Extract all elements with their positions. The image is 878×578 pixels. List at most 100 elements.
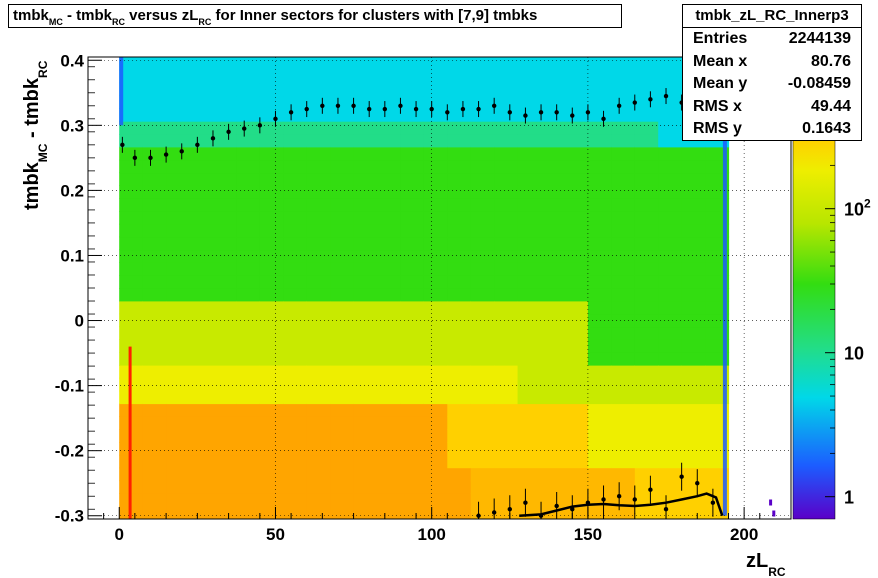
heatmap-cell (166, 339, 191, 353)
heatmap-cell (541, 493, 565, 507)
heatmap-cell (213, 69, 237, 84)
heatmap-cell (681, 288, 706, 302)
heatmap-cell (213, 134, 237, 148)
heatmap-cell (142, 236, 167, 251)
heatmap-cell (494, 159, 519, 174)
heatmap-cell (470, 108, 495, 122)
heatmap-cell (447, 365, 472, 379)
heatmap-cell (494, 146, 519, 161)
heatmap-cell (400, 442, 425, 456)
heatmap-cell (423, 275, 448, 289)
heatmap-cell (166, 467, 191, 482)
heatmap-cell (166, 454, 191, 469)
heatmap-cell (259, 339, 284, 353)
profile-upper-point (413, 106, 419, 112)
heatmap-cells (119, 57, 776, 519)
profile-upper-point (570, 113, 575, 118)
heatmap-cell (330, 352, 355, 366)
y-tick-label: 0.4 (60, 51, 84, 70)
heatmap-cell (213, 95, 237, 109)
heatmap-cell (658, 339, 683, 353)
x-tick-label: 50 (266, 525, 285, 544)
heatmap-cell (400, 69, 425, 84)
heatmap-cell (142, 313, 167, 328)
heatmap-cell (564, 185, 589, 199)
heatmap-cell (283, 236, 308, 251)
heatmap-cell (681, 313, 706, 328)
heatmap-cell (447, 326, 472, 340)
heatmap-cell (283, 185, 308, 199)
heatmap-cell (189, 365, 214, 379)
heatmap-cell (142, 198, 167, 212)
heatmap-cell (330, 108, 355, 122)
heatmap-cell (517, 506, 542, 519)
heatmap-cell (634, 249, 659, 263)
heatmap-cell (330, 454, 355, 469)
heatmap-cell (564, 467, 589, 482)
heatmap-cell (213, 82, 237, 97)
heatmap-cell (634, 442, 659, 456)
heatmap-cell (611, 313, 636, 328)
heatmap-cell (189, 249, 214, 263)
heatmap-cell (564, 262, 589, 276)
heatmap-cell (166, 134, 191, 148)
heatmap-cell (658, 82, 683, 97)
heatmap-cell (142, 352, 167, 366)
heatmap-cell (259, 506, 284, 519)
heatmap-cell (470, 57, 495, 71)
heatmap-cell (283, 95, 308, 109)
heatmap-cell (283, 249, 308, 263)
heatmap-cell (353, 442, 378, 456)
heatmap-cell (330, 480, 355, 494)
heatmap-cell (423, 134, 448, 148)
heatmap-cell (447, 198, 472, 212)
heatmap-cell (587, 275, 612, 289)
heatmap-cell (423, 493, 448, 507)
heatmap-cell (447, 57, 472, 71)
heatmap-cell (564, 159, 589, 174)
heatmap-cell (259, 467, 284, 482)
heatmap-cell (447, 288, 472, 302)
heatmap-cell (681, 339, 706, 353)
heatmap-cell (423, 352, 448, 366)
heatmap-cell (189, 69, 214, 84)
profile-lower-point (648, 487, 653, 492)
heatmap-cell (119, 172, 144, 186)
heatmap-cell (306, 377, 331, 392)
heatmap-cell (494, 377, 519, 392)
heatmap-cell (470, 300, 495, 315)
profile-upper-point (273, 116, 278, 122)
heatmap-cell (541, 146, 565, 161)
heatmap-cell (259, 82, 284, 97)
heatmap-cell (541, 249, 565, 263)
heatmap-cell (236, 223, 261, 238)
heatmap-cell (470, 390, 495, 405)
heatmap-cell (564, 82, 589, 97)
heatmap-cell (564, 236, 589, 251)
heatmap-cell (283, 82, 308, 97)
heatmap-cell (634, 95, 659, 109)
heatmap-cell (494, 352, 519, 366)
heatmap-cell (423, 236, 448, 251)
profile-upper-point (554, 110, 559, 115)
heatmap-cell (634, 108, 659, 122)
heatmap-cell (377, 467, 401, 482)
heatmap-cell (564, 429, 589, 443)
heatmap-cell (541, 326, 565, 340)
profile-upper-point (320, 103, 325, 109)
heatmap-cell (658, 134, 683, 148)
heatmap-cell (541, 275, 565, 289)
heatmap-cell (470, 69, 495, 84)
heatmap-cell (283, 416, 308, 430)
heatmap-cell (541, 377, 565, 392)
heatmap-cell (587, 121, 612, 135)
heatmap-cell (541, 480, 565, 494)
heatmap-cell (236, 390, 261, 405)
heatmap-cell (142, 454, 167, 469)
heatmap-cell (681, 249, 706, 263)
heatmap-cell (189, 442, 214, 456)
heatmap-cell (283, 339, 308, 353)
heatmap-cell (213, 172, 237, 186)
heatmap-cell (400, 185, 425, 199)
heatmap-cell (470, 95, 495, 109)
